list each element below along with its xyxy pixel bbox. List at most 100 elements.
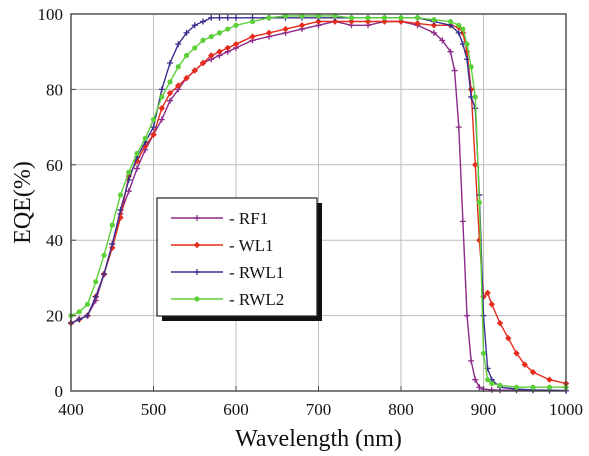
data-point: [150, 116, 157, 123]
data-point: [484, 289, 491, 297]
data-point: [233, 14, 239, 21]
data-point: [159, 94, 165, 100]
data-point: [431, 17, 437, 23]
data-point: [199, 59, 207, 67]
data-point: [166, 89, 174, 97]
data-point: [208, 34, 214, 40]
data-point: [529, 368, 537, 376]
data-point: [364, 18, 372, 25]
data-point: [497, 382, 503, 388]
data-point: [175, 41, 182, 48]
series-rwl2: [68, 13, 569, 390]
data-point: [208, 14, 215, 21]
data-point: [464, 41, 470, 47]
data-point: [158, 116, 165, 123]
data-point: [365, 15, 371, 21]
data-point: [76, 309, 82, 315]
x-tick-label: 1000: [549, 400, 583, 419]
data-point: [191, 67, 198, 74]
data-point: [175, 64, 181, 70]
data-point: [464, 312, 470, 319]
data-point: [249, 18, 256, 25]
data-point: [505, 335, 512, 342]
data-point: [142, 135, 148, 142]
data-point: [397, 18, 405, 25]
y-axis-title: EQE(%): [10, 161, 36, 244]
data-point: [451, 67, 458, 74]
data-point: [92, 293, 99, 300]
data-point: [208, 52, 215, 59]
data-point: [488, 301, 495, 308]
data-point: [476, 199, 482, 206]
data-point: [158, 86, 165, 93]
data-point: [216, 48, 223, 55]
legend-label: - WL1: [229, 236, 274, 255]
data-point: [381, 18, 388, 25]
data-point: [476, 384, 483, 391]
data-point: [464, 56, 470, 63]
data-point: [530, 384, 536, 390]
data-point: [546, 384, 553, 390]
data-point: [460, 26, 466, 32]
legend-label: - RWL2: [229, 290, 284, 309]
series-wl1: [67, 18, 570, 387]
data-point: [496, 319, 504, 327]
legend-item: - RF1: [171, 209, 268, 228]
legend-label: - RWL1: [229, 263, 284, 282]
data-point: [480, 350, 487, 356]
legend-item: - WL1: [171, 236, 274, 255]
series-line: [70, 15, 566, 388]
y-tick-label: 40: [46, 231, 63, 250]
data-point: [315, 18, 322, 25]
x-tick-label: 900: [471, 400, 497, 419]
data-point: [191, 22, 198, 29]
data-point: [167, 97, 173, 104]
data-point: [183, 29, 190, 36]
legend-item: - RWL1: [171, 263, 284, 282]
data-point: [192, 45, 198, 51]
data-point: [447, 18, 454, 25]
data-point: [431, 29, 437, 36]
data-point: [117, 192, 124, 198]
data-point: [84, 301, 91, 307]
data-point: [489, 380, 495, 387]
data-point: [183, 74, 190, 82]
x-axis-title: Wavelength (nm): [235, 426, 402, 452]
data-point: [76, 316, 83, 323]
data-point: [233, 22, 239, 28]
y-tick-label: 60: [46, 156, 63, 175]
data-point: [133, 157, 141, 165]
data-point: [175, 82, 182, 89]
data-point: [282, 25, 289, 33]
data-point: [472, 161, 479, 168]
data-point: [193, 241, 201, 249]
data-point: [249, 33, 256, 40]
y-tick-label: 20: [46, 307, 63, 326]
data-point: [485, 377, 491, 383]
data-point: [194, 296, 200, 302]
data-point: [480, 312, 487, 319]
data-point: [265, 29, 273, 37]
data-point: [167, 79, 173, 85]
x-tick-label: 700: [306, 400, 332, 419]
data-point: [381, 15, 388, 21]
data-point: [331, 18, 339, 25]
data-point: [194, 269, 200, 275]
data-point: [150, 131, 157, 138]
legend-label: - RF1: [229, 209, 268, 228]
x-tick-label: 600: [223, 400, 249, 419]
y-tick-label: 100: [38, 5, 64, 24]
data-point: [472, 376, 479, 383]
data-point: [488, 386, 495, 393]
data-point: [101, 252, 107, 258]
data-point: [459, 29, 467, 37]
data-point: [225, 26, 231, 32]
x-tick-label: 800: [388, 400, 414, 419]
x-tick-label: 500: [141, 400, 167, 419]
data-point: [546, 376, 553, 383]
data-point: [398, 15, 404, 21]
data-point: [459, 218, 466, 225]
data-point: [266, 15, 272, 21]
x-tick-label: 400: [58, 400, 84, 419]
data-point: [194, 215, 200, 221]
